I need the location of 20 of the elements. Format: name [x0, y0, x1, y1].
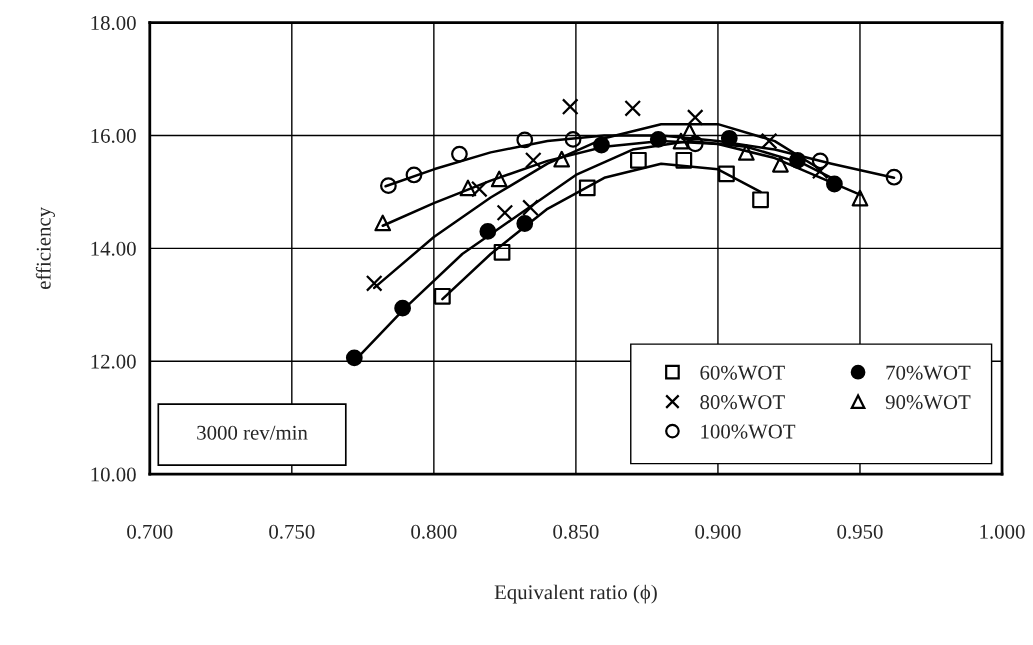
- y-tick-label: 12.00: [91, 354, 136, 369]
- x-tick-label: 1.000: [980, 524, 1025, 539]
- y-tick-label: 14.00: [91, 241, 136, 256]
- x-tick-label: 0.750: [269, 524, 315, 539]
- y-tick-label: 10.00: [91, 467, 136, 482]
- x-tick-label: 0.850: [553, 524, 599, 539]
- legend-label: 100%WOT: [701, 424, 796, 439]
- x-tick-label: 0.700: [127, 524, 173, 539]
- annotation: 3000 rev/min: [197, 425, 308, 440]
- legend-label: 80%WOT: [700, 395, 785, 410]
- x-axis-title: Equivalent ratio (ϕ): [494, 584, 657, 604]
- y-tick-label: 18.00: [91, 15, 136, 31]
- y-tick-label: 16.00: [91, 128, 136, 143]
- x-tick-label: 0.800: [411, 524, 457, 539]
- x-tick-label: 0.950: [837, 524, 883, 539]
- x-tick-label: 0.900: [695, 524, 741, 539]
- legend-label: 90%WOT: [885, 395, 971, 410]
- legend-label: 70%WOT: [886, 365, 971, 380]
- y-axis-title: efficiency: [35, 206, 55, 289]
- legend-label: 60%WOT: [700, 365, 785, 380]
